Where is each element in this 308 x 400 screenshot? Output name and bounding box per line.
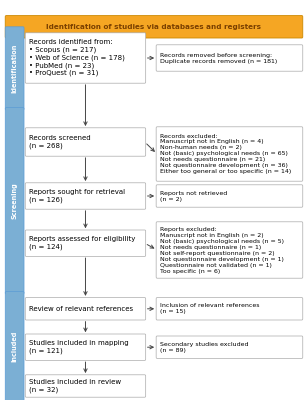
Text: Records identified from:
• Scopus (n = 217)
• Web of Science (n = 178)
• PubMed : Records identified from: • Scopus (n = 2… [29,40,124,76]
Text: Inclusion of relevant references
(n = 15): Inclusion of relevant references (n = 15… [160,303,259,314]
FancyBboxPatch shape [156,298,303,320]
Text: Studies included in mapping
(n = 121): Studies included in mapping (n = 121) [29,340,128,354]
Text: Reports sought for retrieval
(n = 126): Reports sought for retrieval (n = 126) [29,189,125,203]
Text: Records excluded:
Manuscript not in English (n = 4)
Non-human needs (n = 2)
Not : Records excluded: Manuscript not in Engl… [160,134,291,174]
Text: Reports excluded:
Manuscript not in English (n = 2)
Not (basic) psychological ne: Reports excluded: Manuscript not in Engl… [160,226,284,274]
FancyBboxPatch shape [5,16,303,38]
FancyBboxPatch shape [5,108,24,294]
Text: Identification: Identification [12,44,18,93]
FancyBboxPatch shape [25,298,146,320]
FancyBboxPatch shape [25,33,146,83]
Text: Identification of studies via databases and registers: Identification of studies via databases … [47,24,261,30]
Text: Reports assessed for eligibility
(n = 124): Reports assessed for eligibility (n = 12… [29,236,135,250]
FancyBboxPatch shape [5,27,24,110]
Text: Records screened
(n = 268): Records screened (n = 268) [29,135,90,149]
FancyBboxPatch shape [156,222,303,278]
FancyBboxPatch shape [156,45,303,71]
FancyBboxPatch shape [25,375,146,397]
FancyBboxPatch shape [25,183,146,209]
Text: Secondary studies excluded
(n = 89): Secondary studies excluded (n = 89) [160,342,248,353]
Text: Records removed before screening:
Duplicate records removed (n = 181): Records removed before screening: Duplic… [160,52,277,64]
FancyBboxPatch shape [5,292,24,400]
FancyBboxPatch shape [156,336,303,358]
Text: Review of relevant references: Review of relevant references [29,306,133,312]
Text: Reports not retrieved
(n = 2): Reports not retrieved (n = 2) [160,190,227,202]
Text: Screening: Screening [12,182,18,219]
FancyBboxPatch shape [25,128,146,156]
Text: Included: Included [12,331,18,362]
FancyBboxPatch shape [25,230,146,256]
Text: Studies included in review
(n = 32): Studies included in review (n = 32) [29,379,121,393]
FancyBboxPatch shape [25,334,146,360]
FancyBboxPatch shape [156,185,303,207]
FancyBboxPatch shape [156,127,303,181]
